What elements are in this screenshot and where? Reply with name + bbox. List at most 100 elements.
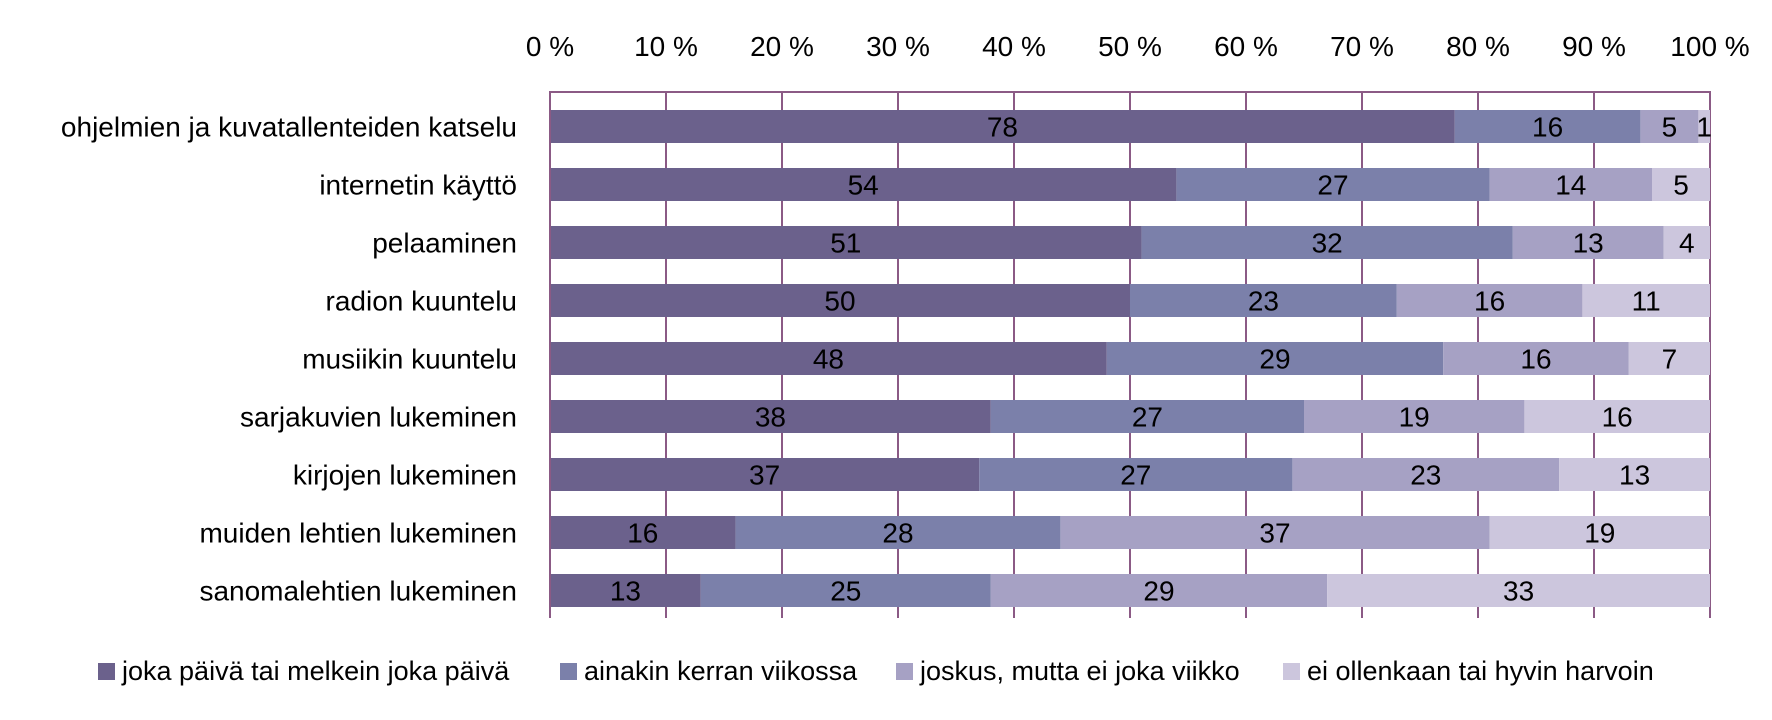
category-label: musiikin kuuntelu	[302, 344, 517, 375]
data-label: 16	[1602, 402, 1633, 433]
bars: 78 16 5 1 54 27 14 5 51 32 13 4 50 23 16 11 48 29 16 7 38 27 1…	[550, 110, 1712, 607]
legend-swatch	[896, 663, 913, 680]
category-label: ohjelmien ja kuvatallenteiden katselu	[61, 112, 517, 143]
x-tick-label: 70 %	[1330, 31, 1394, 62]
data-label: 78	[987, 112, 1018, 143]
bar-segment	[979, 458, 1293, 491]
data-label: 5	[1673, 170, 1689, 201]
data-label: 13	[610, 576, 641, 607]
bar-segment	[1582, 284, 1710, 317]
bar-segment	[550, 400, 991, 433]
data-label: 50	[824, 286, 855, 317]
bar-segment	[1512, 226, 1664, 259]
data-label: 19	[1399, 402, 1430, 433]
bar-segment	[550, 458, 980, 491]
legend-label: joskus, mutta ei joka viikko	[919, 656, 1240, 686]
bar-segment	[1524, 400, 1710, 433]
x-tick-label: 0 %	[526, 31, 574, 62]
bar-segment	[1698, 110, 1710, 143]
data-label: 1	[1696, 112, 1712, 143]
data-label: 51	[830, 228, 861, 259]
category-label: muiden lehtien lukeminen	[199, 518, 517, 549]
x-tick-label: 50 %	[1098, 31, 1162, 62]
data-label: 16	[1532, 112, 1563, 143]
bar-segment	[550, 226, 1142, 259]
category-label: sarjakuvien lukeminen	[240, 402, 517, 433]
data-label: 23	[1248, 286, 1279, 317]
x-tick-label: 90 %	[1562, 31, 1626, 62]
bar-segment	[1141, 226, 1513, 259]
bar-segment	[1489, 516, 1710, 549]
data-label: 37	[749, 460, 780, 491]
bar-segment	[1304, 400, 1525, 433]
data-label: 13	[1619, 460, 1650, 491]
data-label: 33	[1503, 576, 1534, 607]
legend-label: joka päivä tai melkein joka päivä	[121, 656, 510, 686]
legend: joka päivä tai melkein joka päivä ainakin…	[98, 656, 1654, 686]
bar-segment	[1640, 110, 1699, 143]
data-label: 29	[1259, 344, 1290, 375]
bar-segment	[1130, 284, 1397, 317]
category-label: sanomalehtien lukeminen	[199, 576, 517, 607]
data-label: 27	[1317, 170, 1348, 201]
data-label: 37	[1259, 518, 1290, 549]
data-label: 4	[1679, 228, 1695, 259]
x-tick-label: 60 %	[1214, 31, 1278, 62]
data-label: 14	[1555, 170, 1586, 201]
bar-segment	[735, 516, 1061, 549]
x-tick-labels: 0 % 10 % 20 % 30 % 40 % 50 % 60 % 70 % 80 % 90 % 1…	[526, 31, 1750, 62]
category-labels: ohjelmien ja kuvatallenteiden katselu int…	[61, 112, 517, 607]
bar-segment	[990, 574, 1328, 607]
bar-segment	[1628, 342, 1710, 375]
x-tick-label: 20 %	[750, 31, 814, 62]
legend-label: ei ollenkaan tai hyvin harvoin	[1307, 656, 1654, 686]
bar-segment	[550, 342, 1107, 375]
bar-segment	[1652, 168, 1710, 201]
legend-swatch	[1283, 663, 1300, 680]
legend-swatch	[98, 663, 115, 680]
data-label: 32	[1312, 228, 1343, 259]
x-tick-label: 40 %	[982, 31, 1046, 62]
data-label: 28	[882, 518, 913, 549]
data-label: 19	[1584, 518, 1615, 549]
data-label: 27	[1132, 402, 1163, 433]
bar-segment	[1663, 226, 1710, 259]
bar-segment	[1489, 168, 1652, 201]
data-label: 27	[1120, 460, 1151, 491]
bar-segment	[1060, 516, 1490, 549]
data-label: 16	[1474, 286, 1505, 317]
data-label: 48	[813, 344, 844, 375]
category-label: radion kuuntelu	[326, 286, 517, 317]
x-tick-label: 100 %	[1670, 31, 1749, 62]
bar-segment	[1292, 458, 1560, 491]
x-tick-label: 80 %	[1446, 31, 1510, 62]
data-label: 54	[848, 170, 879, 201]
bar-segment	[1454, 110, 1641, 143]
bar-segment	[1443, 342, 1629, 375]
bar-segment	[990, 400, 1304, 433]
category-label: internetin käyttö	[319, 170, 517, 201]
data-label: 7	[1662, 344, 1678, 375]
data-label: 25	[830, 576, 861, 607]
bar-segment	[550, 516, 736, 549]
category-label: kirjojen lukeminen	[293, 460, 517, 491]
data-label: 23	[1410, 460, 1441, 491]
bar-segment	[700, 574, 991, 607]
bar-segment	[1396, 284, 1583, 317]
data-label: 11	[1632, 286, 1661, 317]
data-label: 13	[1573, 228, 1604, 259]
x-tick-label: 10 %	[634, 31, 698, 62]
bar-segment	[550, 284, 1130, 317]
x-tick-label: 30 %	[866, 31, 930, 62]
data-label: 16	[1520, 344, 1551, 375]
legend-label: ainakin kerran viikossa	[584, 656, 858, 686]
axis-lines	[549, 91, 1711, 618]
bar-segment	[1327, 574, 1710, 607]
data-label: 29	[1143, 576, 1174, 607]
bar-segment	[550, 574, 701, 607]
bar-segment	[1559, 458, 1710, 491]
data-label: 16	[627, 518, 658, 549]
bar-segment	[550, 110, 1455, 143]
legend-swatch	[560, 663, 577, 680]
